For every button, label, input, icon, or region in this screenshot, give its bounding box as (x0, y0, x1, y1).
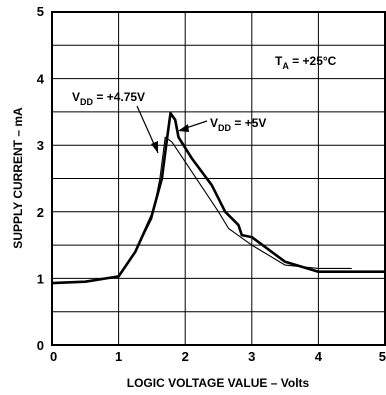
x-tick-label: 2 (182, 349, 189, 364)
y-tick-label: 0 (37, 338, 44, 353)
x-tick-label: 3 (248, 349, 255, 364)
y-axis-title: SUPPLY CURRENT – mA (11, 107, 25, 249)
vdd-475-label: VDD = +4.75V (72, 90, 145, 107)
y-tick-label: 2 (37, 205, 44, 220)
vdd-5-label: VDD = +5V (210, 116, 266, 133)
x-tick-label: 0 (50, 349, 57, 364)
tick-labels: 0 1 2 3 4 5 0 1 2 3 4 5 (37, 4, 386, 364)
series-line-vdd-5v (51, 111, 385, 285)
vdd-475-arrowhead (151, 141, 158, 153)
y-tick-label: 5 (37, 4, 44, 19)
x-axis-title: LOGIC VOLTAGE VALUE – Volts (127, 376, 310, 390)
y-tick-label: 4 (37, 72, 45, 87)
temperature-annotation: TA = +25°C (275, 54, 337, 71)
x-tick-label: 1 (115, 349, 122, 364)
plot-frame (51, 11, 386, 346)
y-tick-label: 1 (37, 271, 44, 286)
y-tick-label: 3 (37, 138, 44, 153)
series-line-vdd-4-75v (51, 136, 352, 284)
series-group (51, 111, 385, 285)
x-tick-label: 4 (315, 349, 323, 364)
vdd-5-arrowhead (178, 124, 189, 132)
x-tick-label: 5 (379, 349, 386, 364)
